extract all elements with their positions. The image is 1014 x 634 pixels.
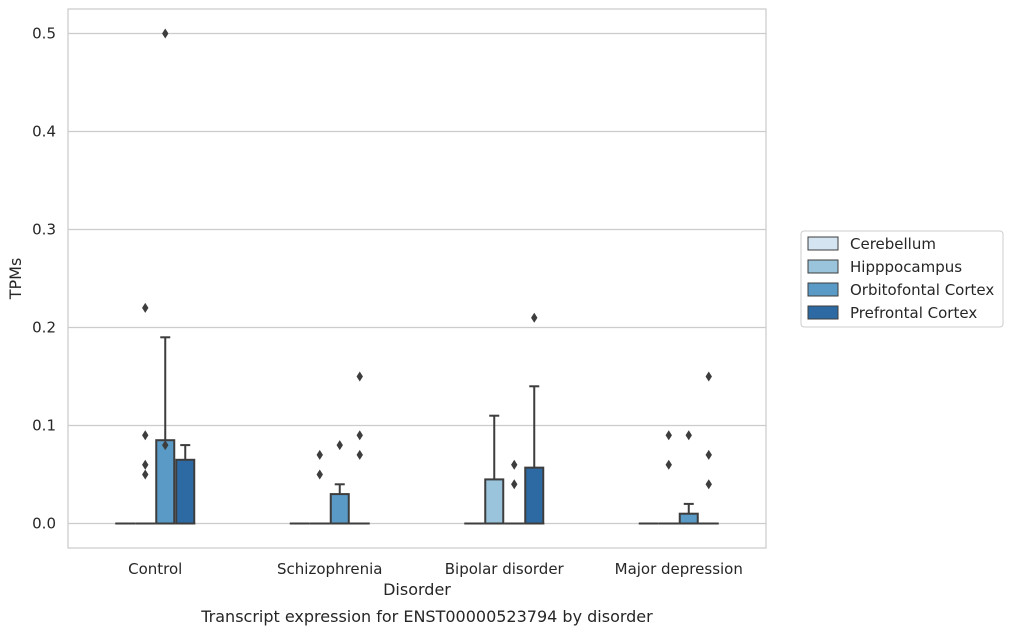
y-tick-label: 0.4 [32,123,56,141]
y-tick-label: 0.0 [32,515,56,533]
x-tick-label: Control [128,560,182,578]
outlier-point [142,430,149,441]
box-body [678,512,699,525]
legend-item-orbitofontal-cortex: Orbitofontal Cortex [807,281,994,299]
box-orbitofontal-cortex-schizophrenia [329,483,350,525]
legend-swatch-orbitofontal-cortex [807,282,839,297]
legend-swatch-hippocampus [807,259,839,274]
outlier-point [336,440,343,451]
outlier-point [705,449,712,460]
legend: Cerebellum Hipppocampus Orbitofontal Cor… [800,230,1004,328]
box-orbitofontal-cortex-major-depression [678,502,699,525]
legend-frame [800,230,1004,328]
y-tick-label: 0.1 [32,417,56,435]
legend-label-prefrontal-cortex: Prefrontal Cortex [850,304,977,322]
chart-caption: Transcript expression for ENST0000052379… [200,607,653,626]
box-prefrontal-cortex-control [175,444,196,525]
outlier-point [705,371,712,382]
box-body [329,493,350,525]
outlier-point [356,449,363,460]
outlier-point [162,28,169,39]
outlier-points [142,28,712,490]
plot-area-frame [67,8,767,549]
legend-label-cerebellum: Cerebellum [850,235,936,253]
outlier-point [356,430,363,441]
x-axis-title: Disorder [383,580,451,599]
outlier-point [142,469,149,480]
box-prefrontal-cortex-bipolar-disorder [524,385,545,525]
legend-label-hippocampus: Hipppocampus [850,258,962,276]
outlier-point [511,459,518,470]
outlier-point [142,302,149,313]
legend-item-prefrontal-cortex: Prefrontal Cortex [807,304,977,322]
outlier-point [531,312,538,323]
y-axis-ticks: 0.0 0.1 0.2 0.3 0.4 0.5 [32,25,56,533]
box-orbitofontal-cortex-control [155,336,176,525]
box-body [175,458,196,525]
x-tick-label: Schizophrenia [277,560,382,578]
legend-swatch-cerebellum [807,236,839,251]
outlier-point [142,459,149,470]
y-tick-label: 0.3 [32,221,56,239]
box-body [484,478,505,525]
legend-label-orbitofontal-cortex: Orbitofontal Cortex [850,281,994,299]
outlier-point [665,430,672,441]
x-axis-ticks: Control Schizophrenia Bipolar disorder Majo… [128,560,743,578]
outlier-point [316,449,323,460]
x-tick-label: Bipolar disorder [445,560,565,578]
box-body [524,466,545,525]
box-hipppocampus-bipolar-disorder [484,414,505,525]
boxes [115,336,719,525]
y-tick-label: 0.2 [32,319,56,337]
outlier-point [316,469,323,480]
outlier-point [511,479,518,490]
outlier-point [665,459,672,470]
legend-item-hippocampus: Hipppocampus [807,258,962,276]
x-tick-label: Major depression [615,560,743,578]
legend-swatch-prefrontal-cortex [807,305,839,320]
outlier-point [705,479,712,490]
y-axis-title: TPMs [6,258,25,301]
box-body [155,439,176,525]
outlier-point [356,371,363,382]
outlier-point [685,430,692,441]
legend-item-cerebellum: Cerebellum [807,235,936,253]
y-tick-label: 0.5 [32,25,56,43]
outlier-point [162,440,169,451]
